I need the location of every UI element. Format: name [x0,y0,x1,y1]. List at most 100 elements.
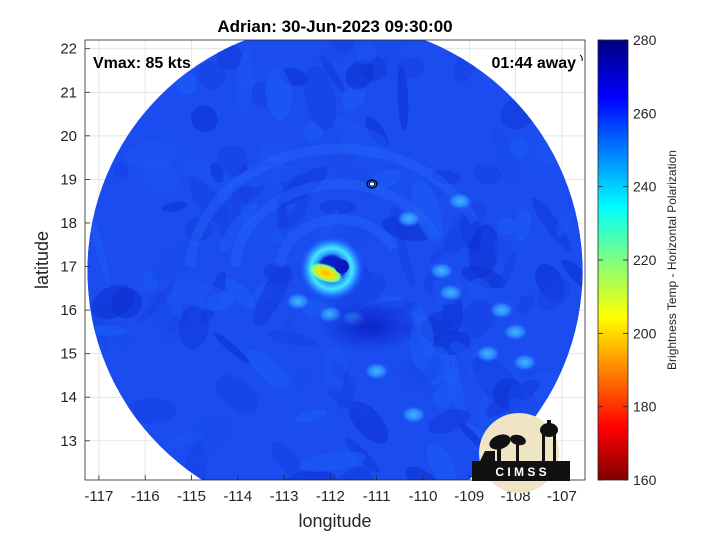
texture-blob [345,60,375,90]
texture-blob [431,169,461,185]
texture-blob [473,164,502,185]
colorbar-tick-label: 240 [633,179,657,195]
storm-eye [334,259,349,274]
texture-blob [466,278,491,299]
texture-blob [428,408,471,434]
texture-blob [298,451,366,472]
texture-blob [350,171,376,198]
colorbar-label: Brightness Temp - Horizontal Polarizatio… [665,150,679,370]
logo-text: C I M S S [495,465,546,479]
y-tick-label: 22 [60,41,77,58]
texture-blob [319,199,357,215]
texture-blob [187,176,229,227]
texture-blob [162,201,187,212]
texture-blob [206,291,234,312]
texture-blob [304,65,337,130]
colorbar-tick-label: 160 [633,472,657,488]
texture-blob [91,284,135,320]
vmax-label: Vmax: 85 kts [93,55,191,72]
dark-region [319,301,420,352]
texture-blob [215,374,259,414]
spiral-band [274,214,398,268]
colorbar-tick-label: 280 [633,32,657,48]
microwave-swath [87,40,583,480]
y-tick-label: 13 [60,433,77,450]
texture-blob [509,138,530,158]
rainband-cell [396,209,423,228]
texture-blob [219,203,257,253]
x-tick-label: -107 [547,488,577,505]
axes-frame [84,39,586,481]
texture-blob [295,408,327,424]
texture-blob [266,227,294,246]
colorbar-tick-label: 220 [633,252,657,268]
texture-blob [139,283,175,323]
texture-blob [400,356,442,394]
y-tick-label: 14 [60,389,77,406]
texture-blob [498,217,516,235]
x-tick-label: -113 [270,488,299,505]
y-tick-label: 16 [60,302,77,319]
rainband-cell [284,292,311,311]
rainband-cell [400,405,427,424]
texture-blob [265,68,293,121]
x-tick-label: -116 [131,488,160,505]
texture-blob [266,330,318,347]
texture-blob [405,466,443,480]
texture-blob [113,161,129,179]
texture-blob [175,442,222,476]
colorbar-tick-label: 200 [633,325,657,341]
colorbar-tick-label: 260 [633,105,657,121]
x-tick-label: -111 [363,488,391,505]
texture-blob [123,398,178,424]
texture-blob [253,265,290,326]
y-tick-label: 19 [60,171,77,188]
spiral-band [184,143,479,267]
texture-blob [326,466,371,480]
texture-blob [216,144,248,177]
texture-blob [561,259,583,295]
chart-title: Adrian: 30-Jun-2023 09:30:00 [217,17,452,36]
y-tick-label: 21 [60,84,77,101]
texture-blob [270,441,303,478]
storm-features [184,143,538,424]
texture-blob [184,160,236,193]
rainband-cell [428,261,455,280]
rainband-cell [474,344,501,363]
coastline-fragment [579,54,583,62]
x-tick-label: -110 [409,488,438,505]
texture-blob [499,252,517,290]
texture-blob [443,202,486,254]
texture-blob [189,415,235,445]
texture-blob [493,237,512,265]
y-tick-label: 15 [60,346,77,363]
texture-blob [337,376,357,410]
y-tick-label: 18 [60,215,77,232]
texture-blob [428,311,453,332]
texture-blob [396,230,415,288]
texture-blob [190,105,218,133]
rainband-cell [447,192,473,211]
texture-blob [284,195,310,232]
texture-blob [460,299,495,339]
x-tick-label: -114 [223,488,252,505]
y-tick-label: 20 [60,128,77,145]
texture-blob [277,469,337,480]
texture-blob [178,305,209,350]
rainband-cell [363,362,390,381]
texture-blob [164,430,205,448]
texture-blob [460,423,485,449]
texture-blob [197,61,226,90]
x-axis-label: longitude [298,511,371,531]
texture-blob [450,342,469,357]
y-axis-label: latitude [32,231,52,289]
x-tick-label: -112 [316,488,345,505]
texture-blob [468,224,499,278]
texture-blob [356,45,378,65]
texture-blob [326,40,356,53]
texture-blob [555,211,574,237]
texture-blob [372,40,408,62]
texture-blob [339,127,389,160]
texture-blob [348,222,374,248]
